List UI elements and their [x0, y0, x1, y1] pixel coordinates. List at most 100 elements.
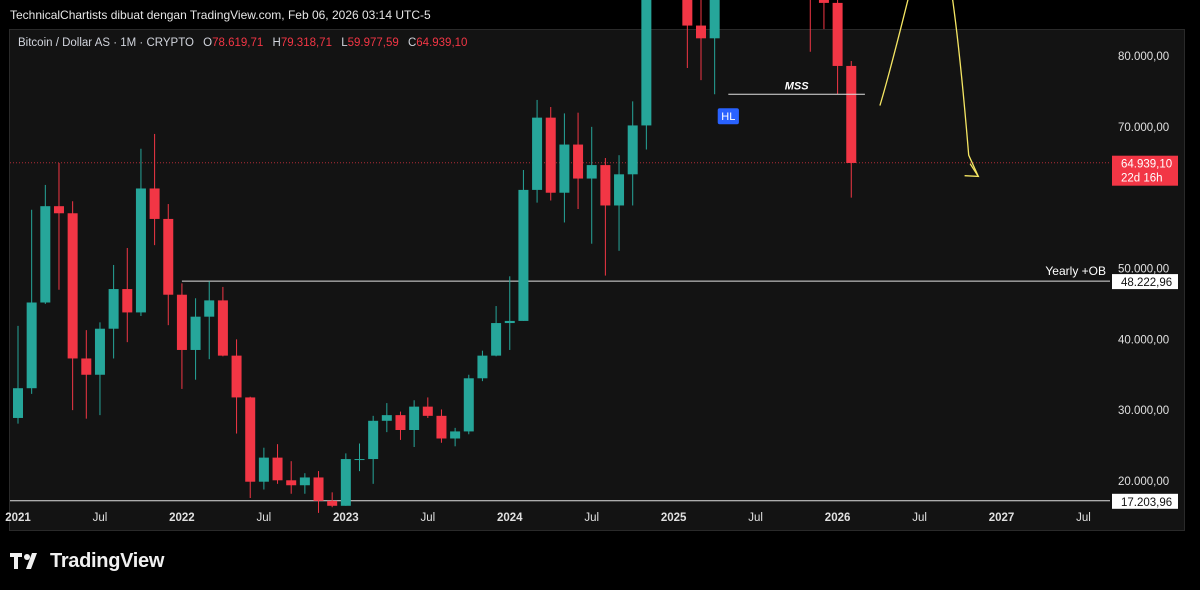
level-48k-value: 48.222,96	[1121, 277, 1172, 289]
candle[interactable]	[559, 113, 570, 223]
candle-body	[135, 188, 146, 313]
candle[interactable]	[149, 133, 160, 246]
candle[interactable]	[13, 325, 23, 424]
tradingview-logo-icon	[10, 553, 37, 569]
candle[interactable]	[190, 298, 201, 380]
candle-body	[532, 117, 543, 190]
candle[interactable]	[450, 427, 461, 447]
candle[interactable]	[26, 209, 37, 394]
candle-body	[258, 457, 269, 482]
candle-body	[340, 459, 351, 506]
candle[interactable]	[217, 286, 228, 357]
candle-body	[176, 294, 187, 350]
candle[interactable]	[245, 396, 256, 498]
price-tick-label: 40.000,00	[1118, 334, 1169, 346]
candle[interactable]	[627, 101, 638, 206]
candle[interactable]	[846, 60, 857, 198]
open-label: O	[203, 37, 213, 49]
candle[interactable]	[108, 264, 119, 359]
time-tick-label: Jul	[420, 512, 435, 524]
svg-text:HL: HL	[721, 111, 735, 123]
footer-branding: TradingView	[10, 548, 164, 574]
candle[interactable]	[818, 0, 829, 30]
candle-body	[299, 477, 310, 486]
candle-body	[818, 0, 829, 3]
candle[interactable]	[313, 471, 324, 513]
candle[interactable]	[286, 461, 297, 494]
candle-body	[846, 65, 857, 163]
candle-body	[149, 188, 160, 219]
candle-body	[518, 189, 529, 321]
symbol-legend: Bitcoin / Dollar AS · 1M · CRYPTO O78.61…	[18, 37, 467, 49]
candle[interactable]	[272, 444, 283, 484]
mss-label: MSS	[785, 80, 810, 92]
candle-body	[832, 2, 843, 66]
candle-body	[559, 144, 570, 193]
hl-label[interactable]: HL	[717, 108, 739, 125]
candle[interactable]	[545, 107, 556, 201]
candle[interactable]	[463, 374, 474, 435]
candle[interactable]	[354, 443, 365, 472]
candle[interactable]	[409, 400, 420, 448]
candle-body	[13, 388, 23, 418]
time-tick-label: Jul	[584, 512, 599, 524]
candle[interactable]	[340, 453, 351, 506]
candle[interactable]	[436, 409, 447, 443]
candle[interactable]	[381, 403, 392, 433]
candle[interactable]	[696, 0, 706, 81]
candle[interactable]	[204, 281, 215, 360]
time-tick-label: Jul	[93, 512, 108, 524]
candle[interactable]	[94, 322, 105, 416]
candle[interactable]	[135, 148, 146, 316]
candle[interactable]	[832, 0, 843, 95]
candle-body	[641, 0, 652, 126]
candle[interactable]	[532, 99, 543, 203]
top-bar: TechnicalChartists dibuat dengan Trading…	[0, 0, 1200, 30]
candle[interactable]	[641, 0, 652, 150]
candle[interactable]	[477, 350, 488, 382]
candle[interactable]	[299, 473, 310, 494]
candle-body	[217, 300, 228, 356]
candle[interactable]	[504, 276, 515, 350]
tradingview-brand: TradingView	[50, 549, 165, 572]
candle[interactable]	[176, 283, 187, 389]
candle[interactable]	[40, 184, 51, 304]
candle[interactable]	[163, 204, 174, 326]
time-tick-label: 2023	[333, 512, 359, 524]
candle[interactable]	[395, 411, 406, 440]
candle[interactable]	[600, 158, 611, 276]
candle[interactable]	[491, 306, 502, 357]
projection-curve[interactable]	[879, 0, 979, 177]
current-price-value: 64.939,10	[1121, 159, 1172, 171]
time-tick-label: 2021	[5, 512, 31, 524]
candle[interactable]	[614, 155, 625, 251]
candle[interactable]	[231, 339, 242, 434]
projection-arrow-icon	[964, 163, 980, 178]
candle[interactable]	[81, 330, 92, 419]
candle-body	[600, 165, 611, 206]
candle-body	[204, 300, 215, 317]
candle[interactable]	[67, 201, 78, 411]
candle[interactable]	[682, 0, 693, 69]
chart-panel[interactable]	[9, 29, 1185, 531]
candle[interactable]	[586, 126, 597, 244]
current-price-badge: 64.939,10 22d 16h	[1112, 155, 1178, 186]
candle[interactable]	[805, 0, 815, 52]
level-48k-badge: 48.222,96	[1112, 274, 1178, 290]
candle[interactable]	[709, 0, 720, 95]
bar-countdown: 22d 16h	[1121, 173, 1163, 185]
candle[interactable]	[368, 415, 379, 484]
candle[interactable]	[327, 492, 338, 508]
candle[interactable]	[258, 447, 269, 490]
candle[interactable]	[573, 112, 584, 210]
candle[interactable]	[518, 170, 529, 321]
symbol-name[interactable]: Bitcoin / Dollar AS · 1M · CRYPTO	[18, 37, 194, 49]
price-tick-label: 50.000,00	[1118, 264, 1169, 276]
time-tick-label: 2024	[497, 512, 523, 524]
candle-body	[67, 213, 78, 359]
candle[interactable]	[53, 162, 64, 290]
candle-body	[614, 174, 625, 206]
candle[interactable]	[422, 397, 433, 418]
candle[interactable]	[122, 247, 133, 343]
